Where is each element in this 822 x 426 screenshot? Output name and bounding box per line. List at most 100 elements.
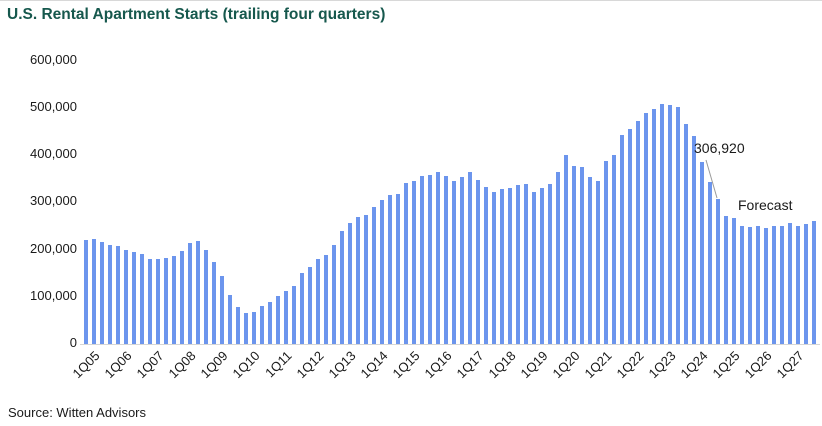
- bar: [748, 227, 752, 344]
- bar: [500, 189, 504, 344]
- bar: [420, 176, 424, 344]
- bar: [620, 135, 624, 344]
- bar: [108, 244, 112, 344]
- bar: [164, 258, 168, 344]
- bar: [700, 162, 704, 344]
- bar: [476, 179, 480, 344]
- bar: [628, 128, 632, 344]
- bar: [556, 172, 560, 344]
- bar: [212, 261, 216, 344]
- bar: [236, 307, 240, 344]
- bar: [764, 227, 768, 344]
- bar: [124, 249, 128, 344]
- bar: [692, 136, 696, 344]
- bar: [220, 276, 224, 344]
- y-axis-tick-label: 0: [69, 335, 77, 350]
- bar: [516, 184, 520, 344]
- bar: [252, 311, 256, 344]
- bar: [644, 112, 648, 344]
- chart-title: U.S. Rental Apartment Starts (trailing f…: [7, 6, 386, 23]
- bar: [348, 223, 352, 344]
- bar: [204, 250, 208, 344]
- source-text: Source: Witten Advisors: [8, 405, 146, 420]
- bar: [300, 273, 304, 344]
- bar: [148, 258, 152, 344]
- bar: [812, 221, 816, 344]
- bar: [380, 200, 384, 344]
- bar: [100, 242, 104, 344]
- bar: [612, 155, 616, 344]
- y-axis-tick-label: 300,000: [30, 193, 77, 209]
- y-axis-tick-label: 600,000: [30, 51, 77, 67]
- bar: [172, 255, 176, 344]
- bar: [668, 104, 672, 344]
- bar: [84, 239, 88, 344]
- annotation-value: 306,920: [694, 140, 745, 156]
- bar: [156, 259, 160, 344]
- y-axis-tick-label: 500,000: [30, 98, 77, 114]
- bar: [724, 216, 728, 344]
- bar: [548, 183, 552, 344]
- bar: [188, 243, 192, 344]
- bar: [332, 244, 336, 344]
- bar: [228, 294, 232, 344]
- bar: [444, 176, 448, 344]
- bar: [716, 198, 720, 344]
- bar: [524, 183, 528, 344]
- bar: [340, 230, 344, 344]
- bar: [676, 107, 680, 344]
- bar: [492, 191, 496, 344]
- bar: [276, 296, 280, 344]
- bar: [404, 182, 408, 344]
- bar: [180, 251, 184, 344]
- bar: [596, 181, 600, 344]
- bar: [324, 255, 328, 344]
- bar: [508, 188, 512, 344]
- bar: [796, 225, 800, 344]
- bar: [364, 215, 368, 344]
- bar: [660, 103, 664, 344]
- bar: [580, 166, 584, 344]
- bar: [452, 181, 456, 344]
- bar: [316, 259, 320, 344]
- bar: [484, 187, 488, 344]
- bar: [740, 225, 744, 344]
- bar: [652, 108, 656, 344]
- bar: [268, 302, 272, 344]
- bar: [468, 172, 472, 344]
- bar: [92, 238, 96, 344]
- bar: [460, 176, 464, 344]
- bar: [132, 252, 136, 344]
- bar: [708, 182, 712, 344]
- bar: [396, 193, 400, 344]
- bar: [780, 225, 784, 344]
- bar: [772, 226, 776, 344]
- bar: [756, 226, 760, 344]
- forecast-label: Forecast: [738, 197, 793, 213]
- y-axis-tick-label: 100,000: [30, 287, 77, 303]
- bar: [684, 123, 688, 344]
- bar: [388, 194, 392, 344]
- y-axis-tick-label: 400,000: [30, 146, 77, 161]
- bar: [292, 286, 296, 344]
- bar: [412, 181, 416, 344]
- bar: [788, 223, 792, 344]
- bar: [308, 266, 312, 344]
- bar: [244, 312, 248, 344]
- bar: [532, 191, 536, 344]
- bar: [564, 155, 568, 344]
- bar: [260, 306, 264, 344]
- bar: [196, 241, 200, 344]
- y-axis-tick-label: 200,000: [30, 240, 77, 256]
- bar: [636, 121, 640, 344]
- bar: [372, 207, 376, 344]
- bar: [284, 291, 288, 344]
- bar: [540, 188, 544, 344]
- bar: [732, 218, 736, 344]
- bar: [604, 160, 608, 344]
- bar: [356, 216, 360, 344]
- bar: [588, 176, 592, 344]
- bar: [804, 224, 808, 344]
- x-axis-line: [80, 344, 820, 345]
